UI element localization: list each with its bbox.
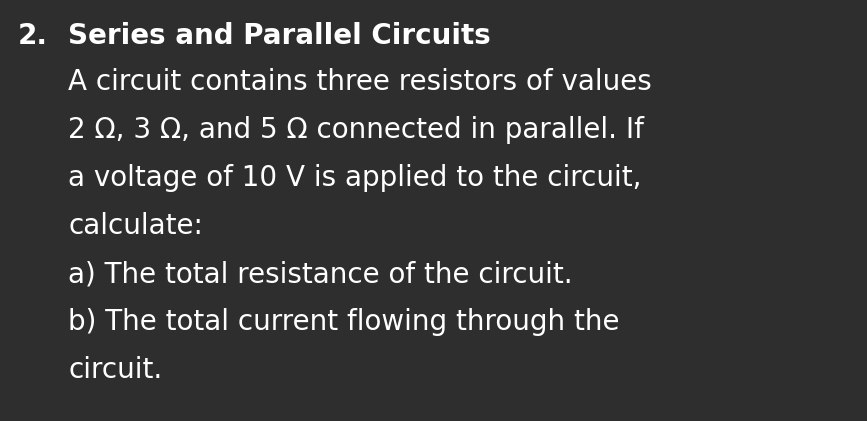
Text: b) The total current flowing through the: b) The total current flowing through the [68, 308, 620, 336]
Text: a voltage of 10 V is applied to the circuit,: a voltage of 10 V is applied to the circ… [68, 164, 642, 192]
Text: Series and Parallel Circuits: Series and Parallel Circuits [68, 22, 491, 50]
Text: 2 Ω, 3 Ω, and 5 Ω connected in parallel. If: 2 Ω, 3 Ω, and 5 Ω connected in parallel.… [68, 116, 644, 144]
Text: a) The total resistance of the circuit.: a) The total resistance of the circuit. [68, 260, 572, 288]
Text: 2.: 2. [18, 22, 48, 50]
Text: circuit.: circuit. [68, 356, 162, 384]
Text: A circuit contains three resistors of values: A circuit contains three resistors of va… [68, 68, 652, 96]
Text: calculate:: calculate: [68, 212, 203, 240]
